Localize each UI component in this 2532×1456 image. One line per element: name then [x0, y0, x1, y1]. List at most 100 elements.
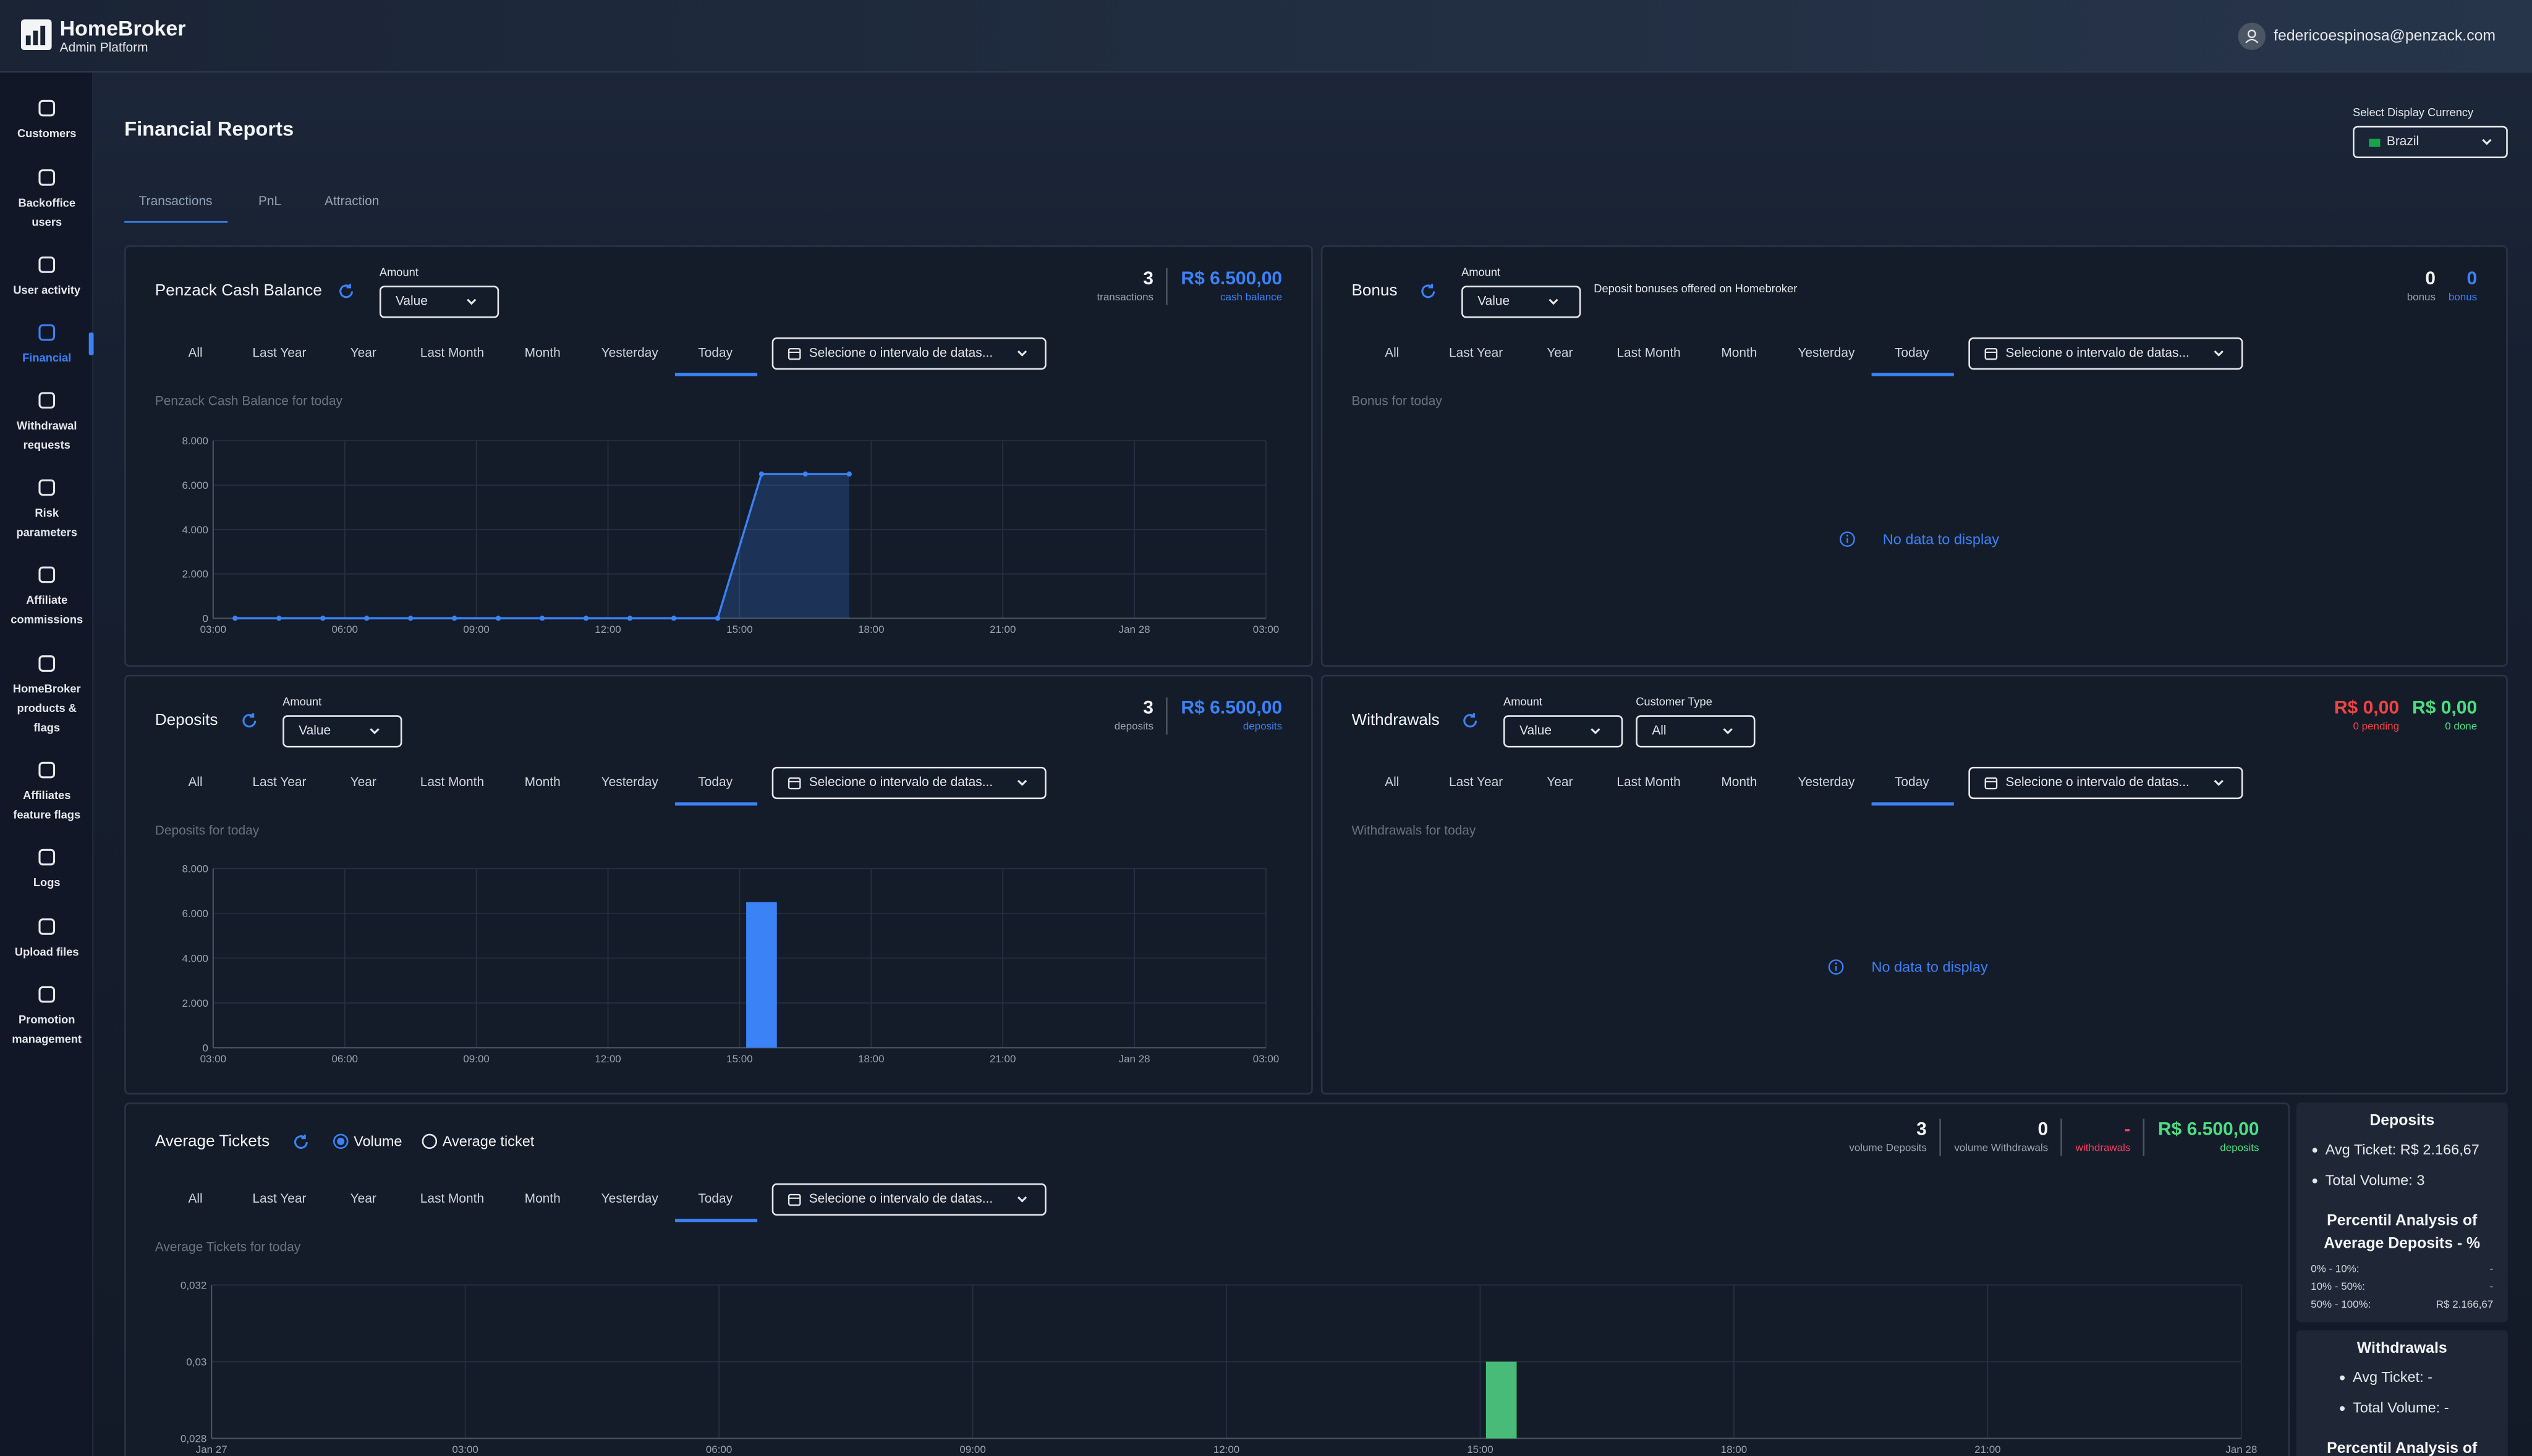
stat-label: deposits: [2220, 1143, 2259, 1154]
time-filter[interactable]: All: [188, 345, 203, 360]
date-picker[interactable]: Selecione o intervalo de datas...: [771, 337, 1047, 370]
percentil-title: Percentil Analysis of: [2327, 1440, 2478, 1456]
time-filter[interactable]: All: [188, 774, 203, 790]
date-picker-text: Selecione o intervalo de datas...: [2005, 774, 2190, 790]
stat-value: 3: [1143, 269, 1154, 289]
stat-label: 0 pending: [2353, 721, 2400, 733]
select[interactable]: All: [1636, 715, 1756, 748]
filter-underline: [1871, 373, 1954, 376]
time-filter[interactable]: Yesterday: [1798, 345, 1855, 360]
x-tick-label: 21:00: [990, 624, 1016, 635]
time-filter[interactable]: Last Month: [420, 774, 485, 790]
sidebar-icon: [38, 918, 56, 935]
sidebar-item[interactable]: Promotion management: [0, 984, 94, 1049]
date-picker-text: Selecione o intervalo de datas...: [2005, 345, 2190, 360]
time-filter[interactable]: Last Month: [1616, 345, 1681, 360]
time-filter[interactable]: Today: [698, 774, 733, 790]
time-filter[interactable]: Month: [524, 1191, 561, 1206]
sidebar-item[interactable]: Affiliates feature flags: [0, 760, 94, 824]
info-dot: [1835, 962, 1837, 965]
refresh-button[interactable]: [1419, 282, 1437, 300]
time-filter[interactable]: Last Year: [252, 774, 307, 790]
date-picker[interactable]: Selecione o intervalo de datas...: [1968, 337, 2243, 370]
sidebar-item[interactable]: Withdrawal requests: [0, 391, 94, 455]
point: [539, 616, 545, 621]
time-filter[interactable]: Yesterday: [601, 345, 658, 360]
time-filter[interactable]: Month: [524, 774, 561, 790]
summary-item-text: Avg Ticket: R$ 2.166,67: [2325, 1141, 2479, 1158]
active-indicator: [88, 332, 94, 355]
user-email[interactable]: federicoespinosa@penzack.com: [2274, 27, 2496, 46]
refresh-button[interactable]: [240, 712, 258, 730]
tab[interactable]: Transactions: [124, 190, 227, 223]
time-filter[interactable]: Month: [1721, 774, 1757, 790]
time-filter[interactable]: Year: [1547, 774, 1573, 790]
time-filter[interactable]: Last Year: [252, 1191, 307, 1206]
time-filter[interactable]: All: [1385, 345, 1400, 360]
refresh-button[interactable]: [292, 1133, 310, 1151]
time-filter[interactable]: Last Month: [420, 345, 485, 360]
select-value: Value: [396, 294, 428, 308]
time-filter[interactable]: Last Year: [252, 345, 307, 360]
time-filter[interactable]: Last Month: [420, 1191, 485, 1206]
time-filter[interactable]: All: [1385, 774, 1400, 790]
select[interactable]: Value: [1461, 286, 1581, 318]
select[interactable]: Value: [283, 715, 402, 748]
time-filter[interactable]: Last Year: [1449, 345, 1503, 360]
time-filter[interactable]: Year: [350, 345, 376, 360]
sidebar-item[interactable]: HomeBroker products & flags: [0, 654, 94, 735]
time-filter[interactable]: All: [188, 1191, 203, 1206]
y-tick-label: 0,028: [181, 1433, 206, 1445]
tab[interactable]: PnL: [258, 193, 282, 208]
chevron-line: [1591, 728, 1600, 735]
panel-title: Average Tickets: [155, 1133, 270, 1151]
refresh-button[interactable]: [1461, 712, 1479, 730]
sidebar-item[interactable]: Financial: [0, 323, 94, 387]
sidebar-item[interactable]: Customers: [0, 98, 94, 163]
sidebar-item[interactable]: Risk parameters: [0, 478, 94, 542]
time-filter[interactable]: Last Year: [1449, 774, 1503, 790]
select[interactable]: Value: [379, 286, 499, 318]
time-filter[interactable]: Last Month: [1616, 774, 1681, 790]
time-filter[interactable]: Today: [698, 1191, 733, 1206]
time-filter[interactable]: Today: [1894, 774, 1929, 790]
sidebar-item[interactable]: Affiliate commissions: [0, 565, 94, 629]
tab[interactable]: Attraction: [325, 193, 380, 208]
sidebar: [0, 72, 94, 1456]
info-dot: [1846, 535, 1848, 537]
time-filter[interactable]: Year: [350, 1191, 376, 1206]
date-picker[interactable]: Selecione o intervalo de datas...: [1968, 766, 2243, 800]
chevron: [1017, 350, 1027, 357]
x-tick-label: 09:00: [463, 624, 489, 635]
time-filter[interactable]: Year: [1547, 345, 1573, 360]
sidebar-item[interactable]: Upload files: [0, 917, 94, 981]
time-filter[interactable]: Yesterday: [1798, 774, 1855, 790]
point: [627, 616, 633, 621]
sidebar-item[interactable]: Logs: [0, 847, 94, 912]
time-filter[interactable]: Yesterday: [601, 1191, 658, 1206]
y-tick-label: 8.000: [182, 435, 208, 447]
time-filter[interactable]: Today: [1894, 345, 1929, 360]
icon-shape: [38, 479, 56, 496]
time-filter[interactable]: Year: [350, 774, 376, 790]
radio[interactable]: Volume: [333, 1132, 402, 1151]
sidebar-label: Upload files: [14, 947, 79, 959]
panel: Penzack Cash Balance Amount Value 3 transact…: [124, 245, 1313, 667]
x-tick-label: Jan 28: [2225, 1444, 2257, 1455]
currency-select[interactable]: Brazil: [2353, 125, 2508, 159]
stat-label: deposits: [1114, 721, 1154, 733]
sidebar-label: Affiliate commissions: [11, 595, 83, 627]
time-filter[interactable]: Month: [524, 345, 561, 360]
radio[interactable]: Average ticket: [422, 1132, 534, 1151]
date-picker[interactable]: Selecione o intervalo de datas...: [771, 766, 1047, 800]
time-filter[interactable]: Month: [1721, 345, 1757, 360]
time-filter[interactable]: Today: [698, 345, 733, 360]
sidebar-item[interactable]: User activity: [0, 255, 94, 320]
chevron-line: [467, 298, 477, 305]
refresh-button[interactable]: [338, 282, 355, 300]
date-picker[interactable]: Selecione o intervalo de datas...: [771, 1183, 1047, 1216]
y-tick-label: 0,03: [186, 1356, 206, 1368]
select[interactable]: Value: [1503, 715, 1623, 748]
sidebar-item[interactable]: Backoffice users: [0, 168, 94, 232]
time-filter[interactable]: Yesterday: [601, 774, 658, 790]
